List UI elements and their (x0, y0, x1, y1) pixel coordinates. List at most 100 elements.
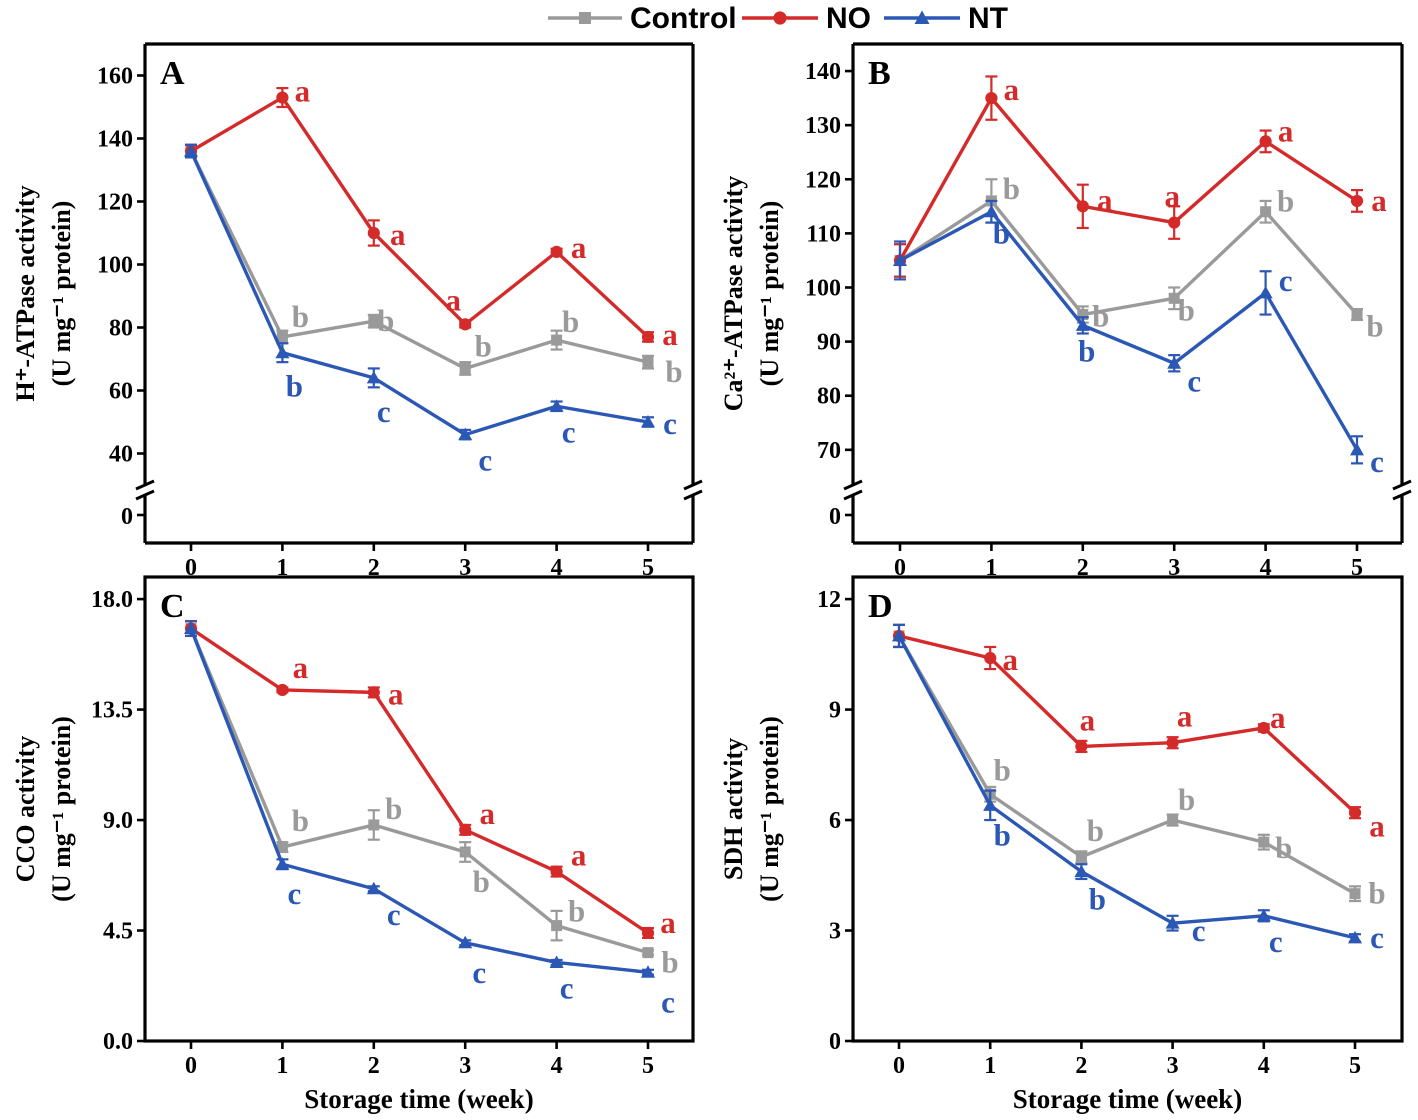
y-axis-label-line1: Ca²⁺-ATPase activity (719, 176, 748, 412)
significance-letter: b (1275, 830, 1292, 865)
significance-letter: b (385, 791, 402, 826)
x-axis-label: Storage time (week) (1013, 1084, 1242, 1114)
data-point-nt (1348, 930, 1362, 944)
data-point-control (1075, 851, 1087, 863)
series-line-no (190, 627, 649, 935)
panel-letter: D (868, 588, 893, 625)
series-no: a a a a a (892, 623, 1385, 844)
data-point-no (367, 226, 380, 240)
data-point-no (984, 651, 997, 665)
data-point-control (551, 920, 563, 932)
legend: Control NO NT (548, 2, 1008, 35)
legend-marker-control (579, 12, 591, 24)
data-point-control (1258, 836, 1270, 848)
x-tick-label: 4 (1258, 1053, 1270, 1079)
x-tick-label: 4 (551, 1053, 563, 1079)
data-point-no (1168, 216, 1181, 229)
x-tick-label: 1 (985, 555, 997, 581)
legend-label-control: Control (630, 2, 737, 35)
data-point-no (985, 92, 998, 105)
data-point-nt (1256, 908, 1271, 922)
data-point-no (459, 318, 472, 331)
significance-letter: b (1178, 292, 1195, 327)
series-no: a a a a a (893, 72, 1387, 278)
data-point-nt (275, 857, 290, 870)
panel-letter: C (160, 588, 185, 625)
significance-letter: a (1177, 699, 1193, 734)
significance-letter: a (293, 650, 309, 685)
legend-marker-nt (914, 10, 930, 24)
data-point-nt (1074, 864, 1089, 878)
data-point-no (641, 330, 655, 344)
y-tick-label: 140 (805, 59, 841, 85)
y-tick-label: 160 (97, 64, 133, 90)
data-point-no (1257, 721, 1270, 735)
significance-letter: b (475, 328, 492, 363)
data-point-control (1351, 309, 1363, 321)
data-point-nt (984, 204, 999, 218)
significance-letter: a (295, 74, 311, 109)
data-point-no (1259, 135, 1272, 148)
x-tick-label: 2 (1075, 1053, 1087, 1079)
data-point-nt (184, 144, 198, 157)
data-point-no (367, 686, 380, 699)
data-point-no (276, 91, 289, 104)
series-line-control (897, 635, 1356, 896)
y-tick-label: 6 (829, 808, 841, 834)
significance-letter: b (1368, 876, 1385, 911)
data-point-nt (641, 415, 655, 428)
series-nt: b c c c c (184, 143, 677, 478)
significance-letter: b (292, 299, 309, 334)
series-line-no (898, 634, 1357, 814)
x-tick-label: 2 (368, 555, 380, 581)
significance-letter: a (1097, 182, 1113, 217)
y-tick-label: 18.0 (91, 587, 133, 613)
significance-letter: a (1002, 642, 1018, 677)
significance-letter: c (377, 394, 391, 429)
y-tick-label: 9.0 (103, 808, 133, 834)
significance-letter: a (445, 282, 461, 317)
panel-letter: A (160, 55, 185, 92)
data-point-nt (1258, 285, 1273, 299)
significance-letter: b (568, 894, 585, 929)
x-tick-label: 5 (1349, 1053, 1361, 1079)
data-point-nt (549, 399, 564, 412)
y-tick-label: 120 (805, 167, 841, 193)
data-point-nt (983, 798, 998, 811)
significance-letter: c (1370, 444, 1384, 479)
y-tick-label: 3 (829, 919, 841, 945)
axis-break-mark (1392, 479, 1412, 491)
panel-c: 0.0 4.5 9.0 13.5 18.0 0 1 2 3 4 5 C CCO activity (U m… (11, 575, 695, 1114)
x-tick-label: 5 (642, 1053, 654, 1079)
axis-break-mark (135, 479, 155, 491)
y-tick-label: 80 (109, 316, 133, 342)
series-line-nt (899, 210, 1359, 451)
y-tick-label: 100 (805, 275, 841, 301)
y-tick-label: 9 (829, 698, 841, 724)
significance-letter: b (1087, 813, 1104, 848)
series-line-control (189, 627, 649, 955)
y-axis-label-line2: (U mg⁻¹ protein) (755, 201, 784, 387)
x-tick-label: 1 (276, 555, 288, 581)
axis-break-mark (683, 489, 703, 501)
significance-letter: b (1366, 309, 1383, 344)
data-point-no (550, 245, 563, 258)
series-line-no (190, 95, 650, 339)
data-point-control (276, 331, 288, 343)
significance-letter: a (1369, 809, 1385, 844)
y-tick-label: 70 (817, 438, 841, 464)
significance-letter: c (288, 876, 302, 911)
data-point-control (368, 315, 380, 327)
data-point-no (1348, 806, 1362, 819)
y-tick-label: 13.5 (91, 698, 133, 724)
y-tick-label-zero: 0 (829, 504, 841, 530)
data-point-nt (1350, 442, 1364, 456)
x-tick-label: 5 (1351, 555, 1363, 581)
data-point-control (551, 334, 563, 346)
data-point-no (459, 823, 472, 836)
series-nt: c c c c c (184, 620, 675, 1019)
data-point-nt (1167, 356, 1182, 369)
data-point-control (642, 356, 654, 368)
